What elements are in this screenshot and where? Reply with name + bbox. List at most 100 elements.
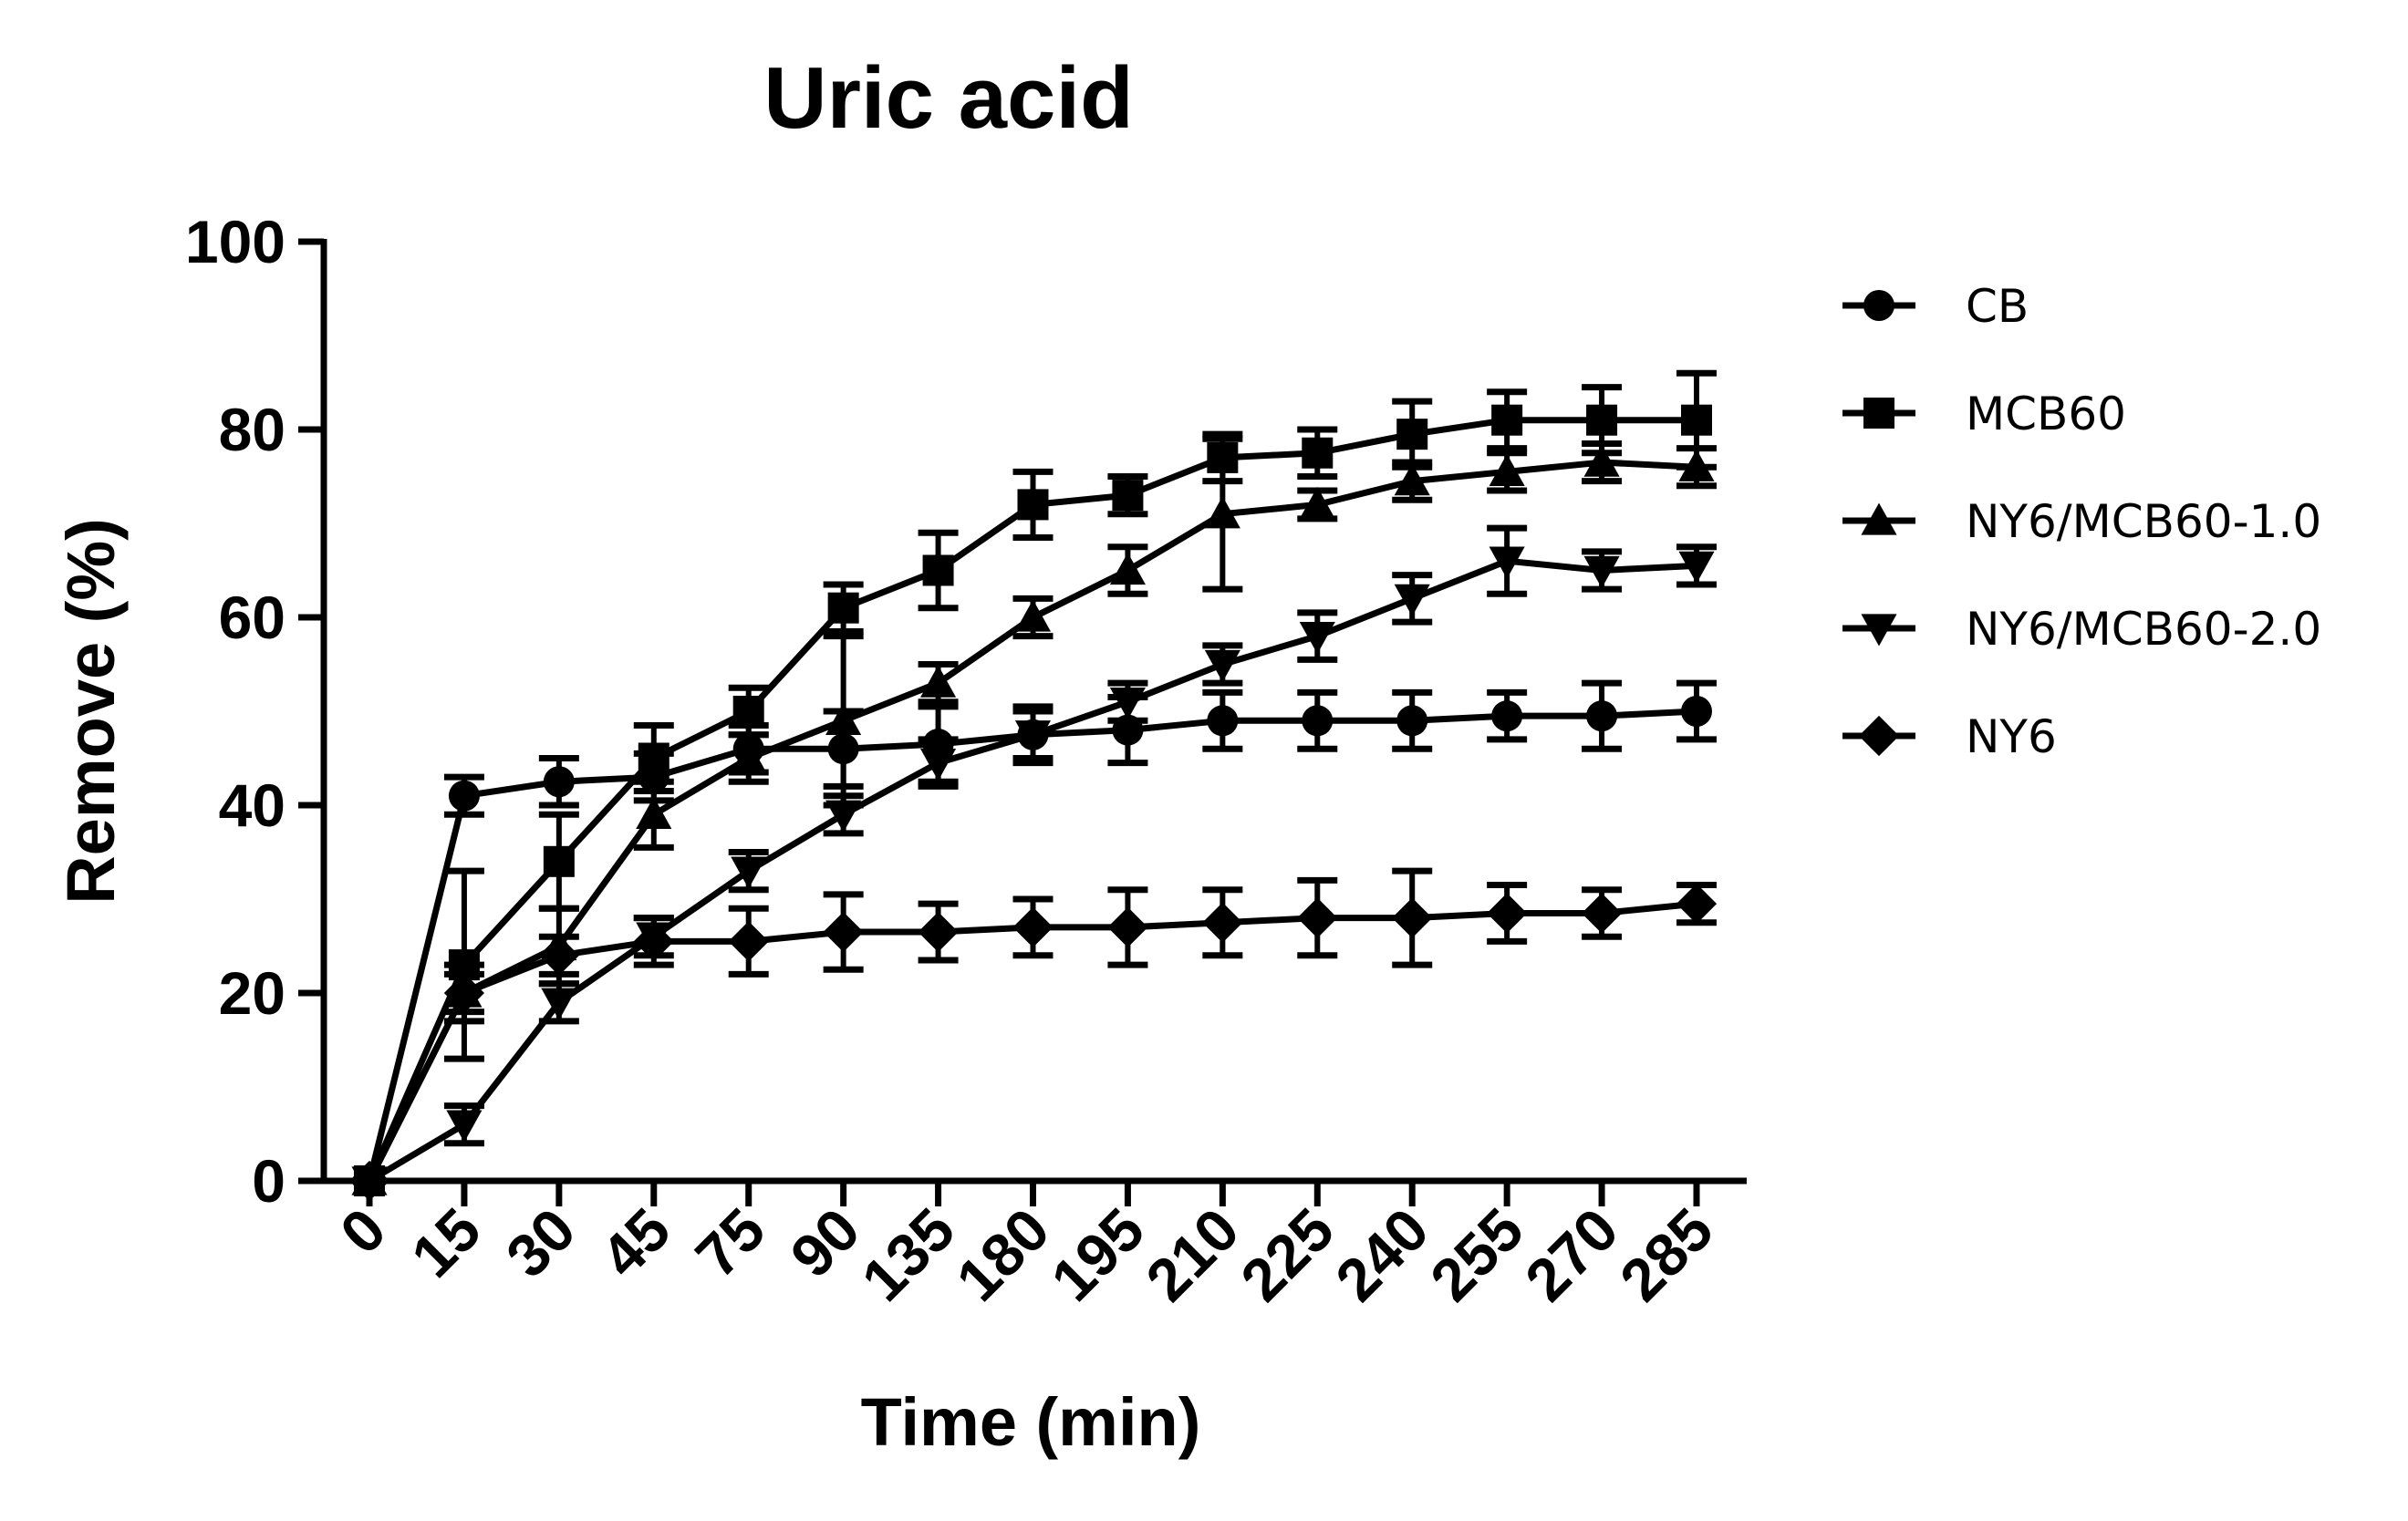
x-tick-label: 240 xyxy=(1323,1195,1441,1314)
legend-label: NY6 xyxy=(1966,710,2057,763)
data-point xyxy=(1681,696,1712,727)
y-tick-label: 60 xyxy=(219,584,285,651)
data-point xyxy=(1107,906,1148,947)
data-point xyxy=(348,1160,390,1202)
data-point xyxy=(541,988,577,1020)
data-point xyxy=(1491,700,1523,732)
y-tick-label: 80 xyxy=(219,396,285,463)
data-point xyxy=(1109,552,1146,585)
legend-marker xyxy=(1863,398,1894,429)
y-axis-label: Remove (%) xyxy=(53,518,129,905)
data-point xyxy=(636,796,672,829)
data-point xyxy=(1302,705,1334,737)
data-point xyxy=(1014,599,1052,632)
data-point xyxy=(1583,555,1620,589)
data-point xyxy=(1581,893,1623,934)
y-tick-label: 0 xyxy=(252,1147,285,1215)
data-point xyxy=(1394,584,1430,616)
data-point xyxy=(446,1110,483,1143)
data-point xyxy=(1012,906,1054,947)
legend-item: NY6 xyxy=(1842,710,2057,763)
series-NY6 xyxy=(348,867,1718,1202)
chart-title: Uric acid xyxy=(763,49,1134,147)
data-point xyxy=(731,856,767,889)
data-point xyxy=(920,665,957,698)
legend-item: NY6/MCB60-1.0 xyxy=(1842,495,2321,548)
data-point xyxy=(922,554,954,586)
data-point xyxy=(1204,649,1240,683)
data-point xyxy=(443,972,485,1014)
data-point xyxy=(732,696,764,727)
y-tick-label: 20 xyxy=(219,959,285,1027)
data-point xyxy=(920,749,957,781)
data-point xyxy=(731,740,767,773)
data-point xyxy=(1299,621,1335,655)
legend-marker xyxy=(1858,715,1900,757)
data-point xyxy=(538,935,579,976)
legend-marker xyxy=(1863,290,1894,321)
series-layer xyxy=(348,369,1718,1202)
data-point xyxy=(1396,705,1428,737)
legend-label: MCB60 xyxy=(1966,388,2126,440)
x-tick-label: 75 xyxy=(682,1195,777,1290)
x-tick-label: 210 xyxy=(1133,1195,1251,1314)
x-tick-label: 255 xyxy=(1417,1195,1536,1314)
data-point xyxy=(1392,897,1433,938)
data-point xyxy=(1302,437,1334,469)
data-point xyxy=(1489,546,1525,579)
data-point xyxy=(633,921,674,962)
x-tick-label: 180 xyxy=(943,1195,1062,1314)
data-point xyxy=(1583,444,1620,477)
data-point xyxy=(543,766,575,798)
data-point xyxy=(1586,404,1618,436)
legend-label: NY6/MCB60-1.0 xyxy=(1966,495,2321,548)
legend-item: MCB60 xyxy=(1842,388,2126,440)
x-tick-label: 30 xyxy=(493,1195,588,1290)
x-tick-label: 0 xyxy=(327,1195,399,1267)
data-point xyxy=(1487,893,1528,934)
data-point xyxy=(638,742,669,774)
x-tick-label: 15 xyxy=(399,1195,493,1290)
legend-marker xyxy=(1861,502,1897,535)
data-point xyxy=(1491,404,1523,436)
legend: CB MCB60 NY6/MCB60-1.0 NY6/MCB60-2.0 NY6 xyxy=(1842,280,2321,763)
series-line xyxy=(366,459,1697,1183)
x-axis-label: Time (min) xyxy=(861,1384,1201,1460)
x-tick-label: 270 xyxy=(1512,1195,1631,1314)
x-tick-label: 45 xyxy=(587,1195,682,1290)
legend-label: CB xyxy=(1966,280,2029,333)
data-point xyxy=(1207,705,1239,737)
data-point xyxy=(1489,453,1525,486)
y-tick-label: 40 xyxy=(219,771,285,839)
data-point xyxy=(448,780,480,812)
legend-item: NY6/MCB60-2.0 xyxy=(1842,603,2321,656)
legend-item: CB xyxy=(1842,280,2029,333)
data-point xyxy=(1678,551,1715,584)
data-point xyxy=(1204,496,1240,529)
data-point xyxy=(1109,688,1146,720)
legend-marker xyxy=(1861,614,1897,647)
data-point xyxy=(1678,449,1715,481)
data-point xyxy=(1681,404,1712,436)
data-point xyxy=(1396,419,1428,450)
legend-label: NY6/MCB60-2.0 xyxy=(1966,603,2321,656)
data-point xyxy=(1202,902,1243,943)
data-point xyxy=(918,911,959,953)
x-tick-label: 285 xyxy=(1607,1195,1726,1314)
data-point xyxy=(1014,720,1052,753)
x-tick-label: 195 xyxy=(1038,1195,1157,1314)
data-point xyxy=(825,800,862,833)
data-point xyxy=(543,845,575,877)
y-tick-label: 100 xyxy=(185,208,285,275)
data-point xyxy=(827,592,859,624)
data-point xyxy=(1112,480,1144,512)
data-point xyxy=(728,921,769,962)
data-point xyxy=(825,702,862,735)
data-point xyxy=(1586,700,1618,732)
x-tick-label: 135 xyxy=(848,1195,967,1314)
data-point xyxy=(1297,897,1338,938)
data-point xyxy=(1299,486,1335,520)
data-point xyxy=(823,911,864,953)
